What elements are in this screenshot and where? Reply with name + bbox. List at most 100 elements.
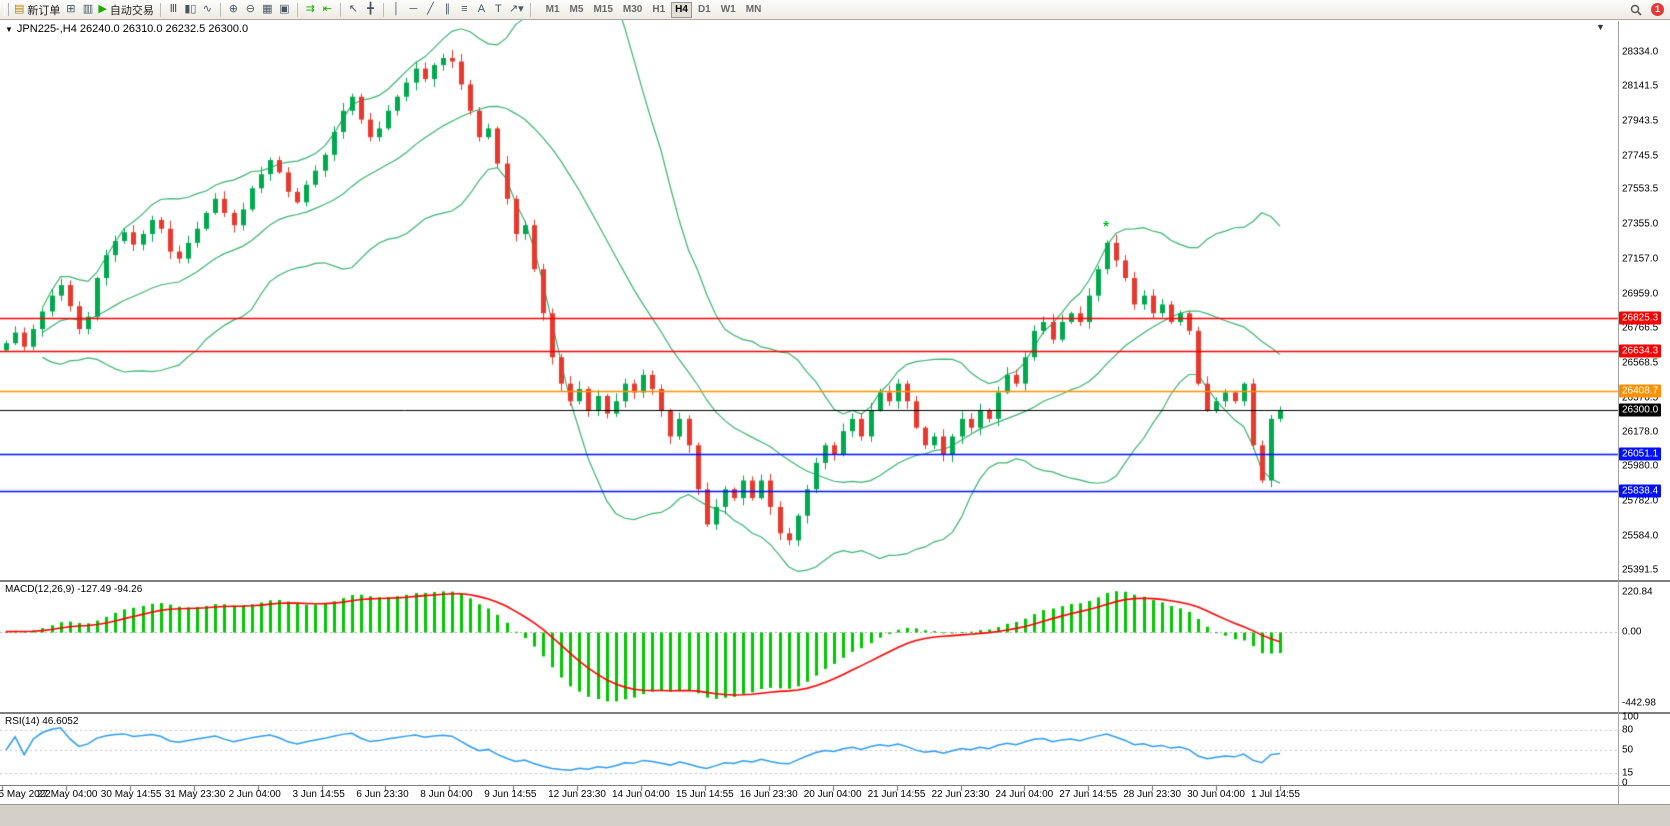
time-axis-label: 6 Jun 23:30 [356,789,409,800]
trendline-button[interactable]: ╱ [422,1,439,18]
macd-indicator-label: MACD(12,26,9) -127.49 -94.26 [5,584,143,595]
time-axis-label: 24 Jun 04:00 [995,789,1054,800]
cascade-windows-button[interactable]: ▣ [276,1,293,18]
trendline-icon: ╱ [427,3,434,15]
tile-windows-button[interactable]: ▦ [259,1,276,18]
crosshair-button[interactable]: ╋ [362,1,379,18]
timeframe-h4-button[interactable]: H4 [671,1,692,18]
timeframe-h1-button[interactable]: H1 [648,2,669,18]
zoom-out-button[interactable]: ⊖ [242,1,259,18]
charts-grid-icon: ⊞ [66,3,76,15]
auto-scroll-button[interactable]: ⇉ [302,1,319,18]
profile-icon: ▥ [82,3,94,15]
new-order-button[interactable]: ▤ 新订单 [12,1,62,18]
price-axis-label: 27943.5 [1622,115,1659,127]
crosshair-icon: ╋ [367,3,374,15]
auto-scroll-icon: ⇉ [305,3,315,15]
time-axis-label: 31 May 23:30 [164,789,226,800]
macd-panel-splitter[interactable] [0,580,1670,582]
level-price-marker: 25838.4 [1619,484,1662,498]
macd-axis-label: 220.84 [1622,586,1653,598]
toolbar-grip[interactable] [4,3,9,16]
fibonacci-button[interactable]: ≡ [456,1,473,18]
candlestick-chart-button[interactable]: ▮▯ [182,1,199,18]
level-price-marker: 26825.3 [1619,311,1662,325]
timeframe-m5-button[interactable]: M5 [566,2,588,18]
new-order-button-label: 新订单 [27,4,61,17]
price-axis-label: 26766.5 [1622,322,1659,334]
rsi-axis-label: 50 [1622,744,1634,756]
price-axis-label: 27355.0 [1622,218,1659,230]
main-toolbar: ▤ 新订单 ⊞ ▥ ▶ 自动交易 Ⅲ ▮▯ ∿ ⊕ ⊖ ▦ ▣ ⇉ ⇤ ↖ ╋ │ ─ ╱ ∥ ≡ A T ↗▾ M1 M5 M15… [0,0,1670,20]
text-button[interactable]: A [473,1,490,18]
price-axis-border [1618,21,1619,804]
line-chart-button[interactable]: ∿ [199,1,216,18]
charts-grid-button[interactable]: ⊞ [62,1,79,18]
level-price-marker: 26408.7 [1619,384,1662,398]
rsi-axis-label: 100 [1622,711,1639,723]
rsi-axis-label: 0 [1622,777,1628,789]
time-axis-label: 3 Jun 14:55 [292,789,345,800]
price-axis-label: 25391.5 [1622,564,1659,576]
zoom-in-icon: ⊕ [228,3,238,15]
text-label-button[interactable]: T [490,1,507,18]
time-axis-label: 8 Jun 04:00 [420,789,473,800]
channel-button[interactable]: ∥ [439,1,456,18]
profile-button[interactable]: ▥ [79,1,96,18]
time-axis-label: 12 Jun 23:30 [548,789,606,800]
horizontal-line-button[interactable]: ─ [405,1,422,18]
time-axis-label: 22 Jun 23:30 [931,789,990,800]
time-axis-border [0,785,1670,786]
symbol-info-line: ▼ JPN225-,H4 26240.0 26310.0 26232.5 2630… [5,23,248,35]
one-click-collapse-icon[interactable]: ▼ [5,25,13,34]
zoom-out-icon: ⊖ [245,3,255,15]
vertical-line-icon: │ [392,3,400,15]
time-axis-label: 25 May 2022 [0,789,51,800]
notification-badge[interactable]: 1 [1651,3,1664,16]
price-axis-label: 25782.0 [1622,495,1659,507]
timeframe-mn-button[interactable]: MN [742,2,766,18]
macd-axis-label: -442.98 [1622,697,1656,709]
current-price-marker: 26300.0 [1619,403,1662,417]
new-order-icon: ▤ [14,3,25,15]
timeframe-m15-button[interactable]: M15 [589,2,616,18]
vertical-line-button[interactable]: │ [388,1,405,18]
toolbar-buttons-group: ▤ 新订单 ⊞ ▥ ▶ 自动交易 Ⅲ ▮▯ ∿ ⊕ ⊖ ▦ ▣ ⇉ ⇤ ↖ ╋ │ ─ ╱ ∥ ≡ A T ↗▾ [12,1,535,18]
cursor-button[interactable]: ↖ [345,1,362,18]
toolbar-separator [219,2,221,17]
bar-chart-button[interactable]: Ⅲ [165,1,182,18]
level-price-marker: 26634.3 [1619,344,1662,358]
timeframe-m30-button[interactable]: M30 [619,2,646,18]
price-axis-label: 25980.0 [1622,460,1659,472]
autotrading-button[interactable]: ▶ 自动交易 [96,1,155,18]
timeframe-d1-button[interactable]: D1 [694,2,715,18]
price-axis-label: 26370.5 [1622,392,1659,404]
toolbar-separator [382,2,384,17]
time-axis-label: 1 Jul 14:55 [1251,789,1300,800]
price-axis-label: 26178.0 [1622,426,1659,438]
toolbar-separator [296,2,298,17]
price-axis-label: 27553.5 [1622,183,1659,195]
timeframe-m1-button[interactable]: M1 [542,2,564,18]
zoom-in-button[interactable]: ⊕ [225,1,242,18]
chart-shift-marker-icon[interactable]: ▼ [1596,22,1605,32]
autotrading-button-label: 自动交易 [109,4,154,17]
arrow-objects-button[interactable]: ↗▾ [507,1,526,18]
line-chart-icon: ∿ [202,3,212,15]
toolbar-right-group: 1 [1625,1,1667,18]
search-icon [1630,4,1642,16]
rsi-panel-splitter[interactable] [0,712,1670,714]
cascade-windows-icon: ▣ [279,3,290,15]
search-button[interactable] [1625,1,1646,18]
text-icon: A [477,3,486,15]
buy-signal-marker-icon: * [1103,217,1109,235]
price-axis-label: 26959.0 [1622,288,1659,300]
fibonacci-icon: ≡ [461,3,468,15]
timeframe-w1-button[interactable]: W1 [717,2,740,18]
toolbar-separator [339,2,341,17]
candlestick-chart-icon: ▮▯ [184,3,197,15]
chart-shift-button[interactable]: ⇤ [319,1,336,18]
